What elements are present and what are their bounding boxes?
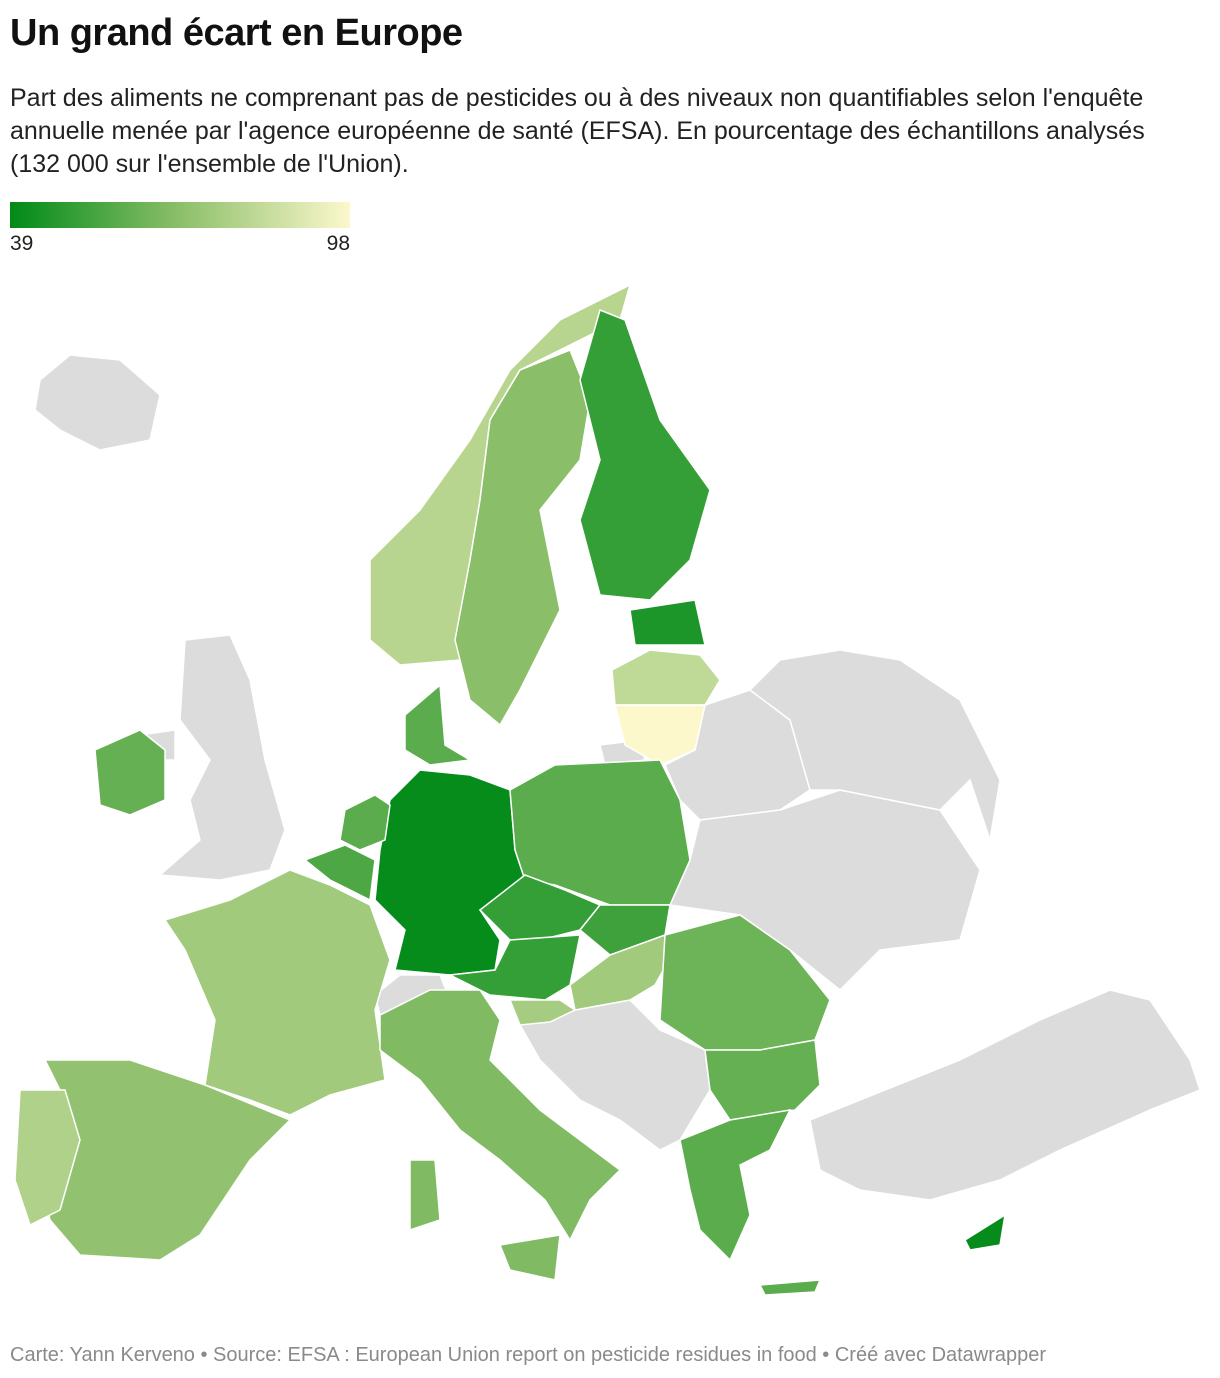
country-region bbox=[454, 349, 591, 727]
iceland bbox=[34, 354, 161, 451]
country-region bbox=[163, 869, 391, 1116]
country-region bbox=[578, 904, 671, 956]
country-region bbox=[404, 683, 473, 766]
country-region bbox=[758, 1279, 822, 1296]
country-region bbox=[339, 794, 391, 851]
country-region bbox=[14, 1089, 81, 1227]
great-britain bbox=[158, 634, 286, 881]
country-region bbox=[409, 1159, 441, 1232]
country-region bbox=[579, 308, 711, 601]
subtitle: Part des aliments ne comprenant pas de p… bbox=[10, 84, 1145, 178]
country-region bbox=[704, 1039, 821, 1121]
country-region bbox=[679, 1109, 792, 1262]
legend-bar bbox=[10, 202, 350, 228]
country-region bbox=[611, 649, 721, 706]
no-data-countries bbox=[34, 354, 1201, 1201]
footer: Carte: Yann Kerveno • Source: EFSA : Eur… bbox=[10, 1344, 1047, 1366]
country-region bbox=[498, 1234, 561, 1281]
country-region bbox=[94, 729, 166, 816]
country-region bbox=[629, 599, 706, 646]
legend-max: 98 bbox=[326, 232, 350, 255]
turkey bbox=[809, 989, 1201, 1201]
country-region bbox=[303, 844, 376, 902]
russia bbox=[748, 649, 1001, 841]
country-region bbox=[379, 989, 622, 1242]
country-region bbox=[374, 769, 526, 976]
legend-min: 39 bbox=[10, 232, 34, 255]
country-region bbox=[447, 934, 581, 1001]
country-region bbox=[614, 704, 706, 766]
title: Un grand écart en Europe bbox=[10, 12, 463, 54]
country-region bbox=[508, 999, 577, 1026]
data-countries bbox=[14, 283, 1007, 1296]
country-region bbox=[964, 1213, 1007, 1251]
map bbox=[14, 283, 1201, 1296]
